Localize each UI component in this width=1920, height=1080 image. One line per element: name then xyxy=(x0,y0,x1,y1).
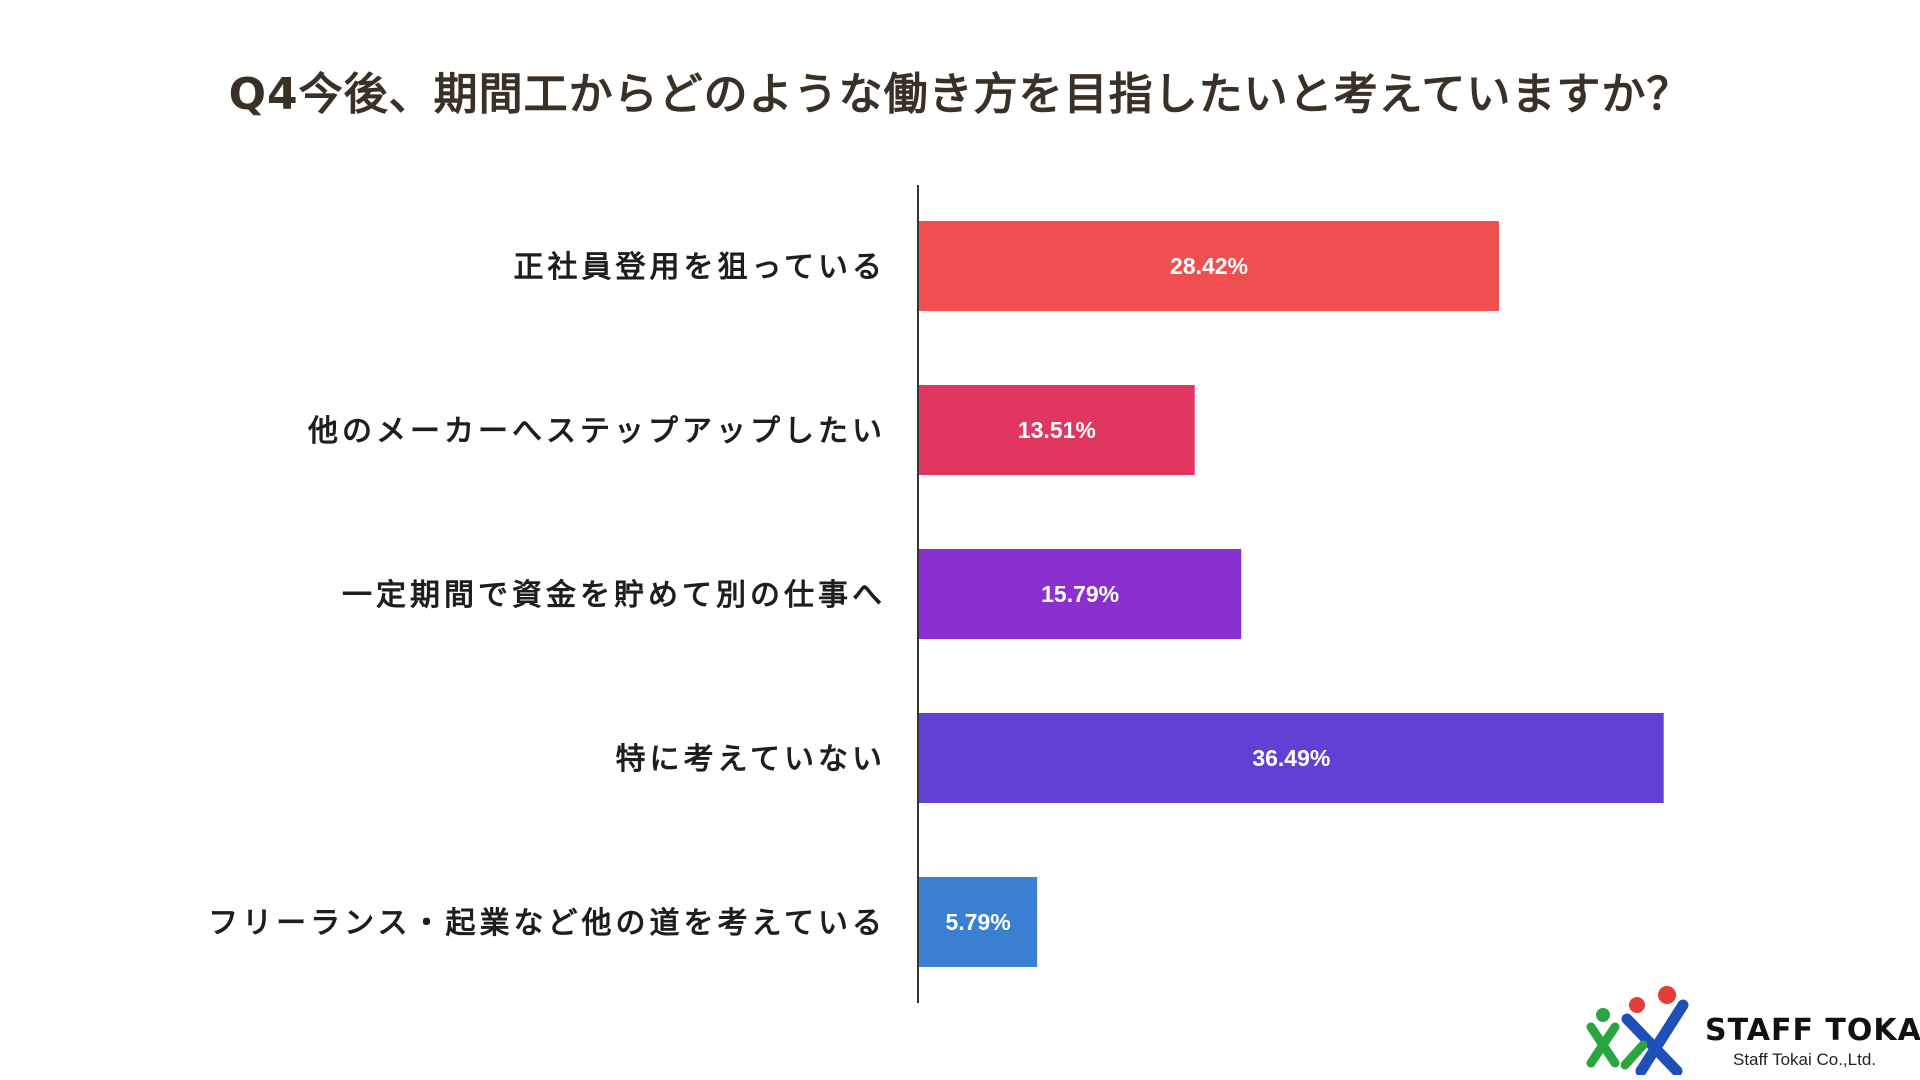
category-label-1: 他のメーカーへステップアップしたい xyxy=(307,414,886,449)
category-label-0: 正社員登用を狙っている xyxy=(514,250,887,285)
category-label-4: フリーランス・起業など他の道を考えている xyxy=(208,906,886,941)
bar-2 xyxy=(919,549,1242,639)
bar-value-label-1: 13.51% xyxy=(1018,417,1096,443)
category-label-2: 一定期間で資金を貯めて別の仕事へ xyxy=(342,578,886,613)
logo-name: STAFF TOKAI xyxy=(1705,1013,1920,1048)
bar-0 xyxy=(919,221,1499,311)
bar-value-label-2: 15.79% xyxy=(1041,581,1119,607)
bar-4 xyxy=(919,877,1038,967)
bar-1 xyxy=(919,385,1195,475)
bar-3 xyxy=(919,713,1664,803)
bar-value-label-4: 5.79% xyxy=(945,909,1010,935)
bar-value-label-3: 36.49% xyxy=(1252,745,1330,771)
chart-title: Q4今後、期間工からどのような働き方を目指したいと考えていますか？ xyxy=(228,69,1692,120)
logo-subtitle: Staff Tokai Co.,Ltd. xyxy=(1733,1050,1877,1069)
bar-value-label-0: 28.42% xyxy=(1170,253,1248,279)
staff-tokai-logo: STAFF TOKAI Staff Tokai Co.,Ltd. xyxy=(1585,975,1920,1077)
category-label-3: 特に考えていない xyxy=(616,742,887,777)
logo-figures-icon xyxy=(1586,986,1689,1077)
